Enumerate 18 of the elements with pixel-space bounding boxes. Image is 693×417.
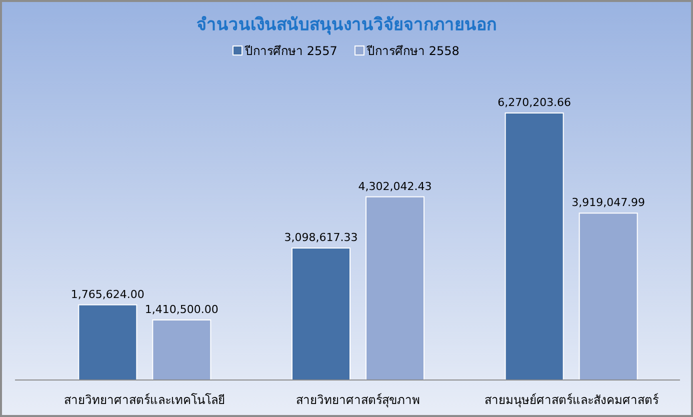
bar [292, 248, 350, 380]
data-label: 3,919,047.99 [572, 196, 646, 210]
bar [366, 196, 424, 380]
x-tick-label: สายวิทยาศาสตร์สุขภาพ [296, 393, 420, 408]
bar [78, 304, 138, 380]
data-label: 6,270,203.66 [498, 96, 572, 109]
x-tick-label: สายวิทยาศาสตร์และเทคโนโลยี [64, 393, 226, 407]
legend-label: ปีการศึกษา 2557 [244, 44, 338, 58]
chart-title: จำนวนเงินสนับสนุนงานวิจัยจากภายนอก [196, 15, 496, 35]
legend-label: ปีการศึกษา 2558 [366, 44, 460, 58]
bar [152, 319, 212, 380]
data-label: 1,410,500.00 [144, 302, 218, 316]
bar [578, 212, 638, 380]
data-label: 1,765,624.00 [70, 288, 144, 301]
bar [504, 112, 564, 380]
data-label: 3,098,617.33 [284, 231, 358, 244]
x-tick-label: สายมนุษย์ศาสตร์และสังคมศาสตร์ [484, 393, 660, 408]
data-label: 4,302,042.43 [358, 180, 432, 193]
